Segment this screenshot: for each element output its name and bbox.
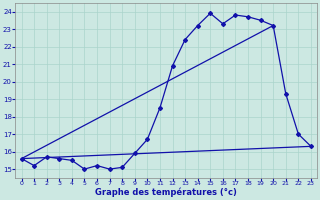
X-axis label: Graphe des températures (°c): Graphe des températures (°c) — [95, 188, 237, 197]
